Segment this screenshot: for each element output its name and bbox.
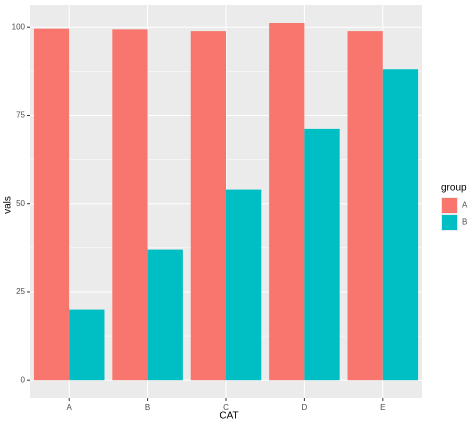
bar bbox=[112, 29, 148, 381]
bar bbox=[69, 309, 105, 381]
x-tick-label: E bbox=[380, 403, 385, 412]
x-axis-title: CAT bbox=[219, 411, 238, 422]
bar bbox=[33, 28, 70, 381]
y-tick-label: 25 bbox=[16, 287, 25, 296]
bar bbox=[347, 31, 383, 381]
bar bbox=[226, 189, 262, 381]
x-tick-label: C bbox=[223, 403, 229, 412]
y-tick-label: 75 bbox=[16, 111, 25, 120]
y-tick-label: 100 bbox=[12, 22, 26, 31]
y-axis-title: vals bbox=[3, 196, 14, 214]
x-tick-label: A bbox=[67, 403, 73, 412]
y-tick-label: 0 bbox=[21, 375, 26, 384]
legend-title: group bbox=[441, 183, 467, 194]
legend-label: B bbox=[462, 218, 467, 227]
x-tick-label: B bbox=[145, 403, 150, 412]
bar bbox=[304, 128, 340, 381]
legend-swatch bbox=[442, 215, 457, 230]
bar bbox=[190, 31, 226, 381]
legend-swatch bbox=[442, 198, 457, 213]
bar bbox=[269, 23, 305, 381]
bar bbox=[382, 69, 419, 381]
legend-label: A bbox=[462, 201, 468, 210]
y-tick-label: 50 bbox=[16, 199, 25, 208]
bar bbox=[147, 249, 183, 381]
x-tick-label: D bbox=[302, 403, 308, 412]
